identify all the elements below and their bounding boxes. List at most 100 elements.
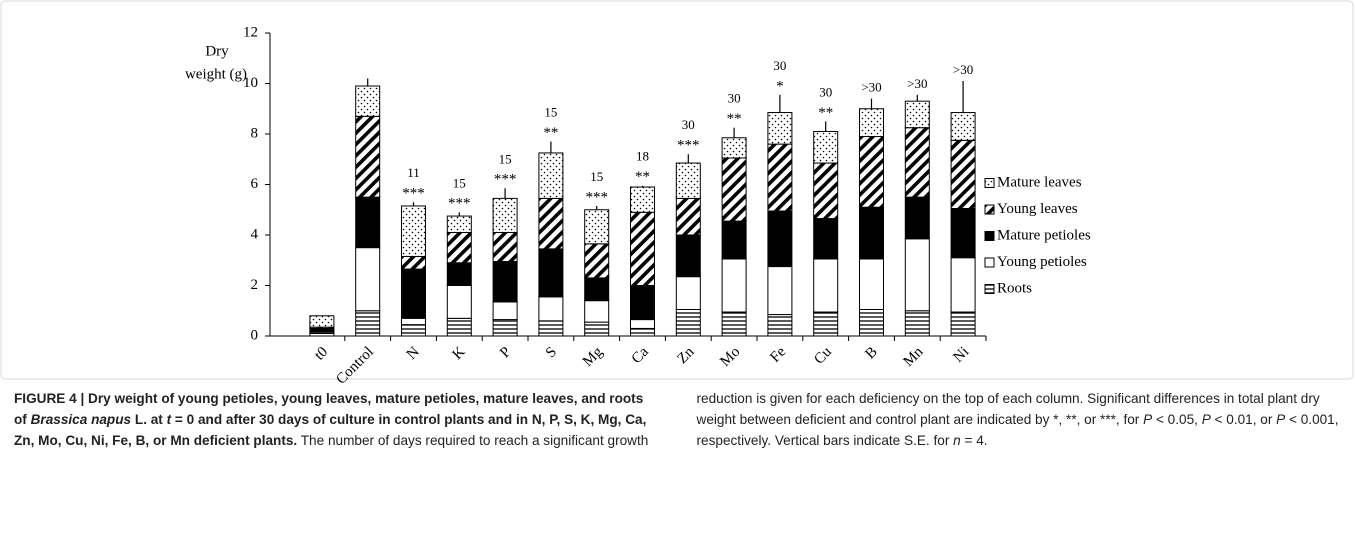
x-tick-label: Mo [717, 344, 743, 370]
bar-segment [813, 130, 839, 164]
days-label: >30 [953, 62, 973, 77]
bar-segment [721, 258, 747, 313]
bar-segment [538, 197, 564, 250]
caption-text: P [1276, 412, 1286, 427]
bar-segment [813, 311, 839, 337]
bar-segment [950, 257, 976, 313]
significance-label: ** [818, 105, 833, 121]
legend-label: Young leaves [997, 201, 1078, 217]
x-tick-label: t0 [312, 344, 332, 364]
significance-label: *** [677, 138, 700, 154]
bar-segment [675, 162, 701, 199]
caption-text: t [166, 412, 172, 427]
caption-text: P [1201, 412, 1211, 427]
bar-segment [675, 276, 701, 310]
x-tick-label: Mg [580, 344, 606, 370]
caption-text: < 0.05, [1152, 412, 1202, 427]
bar-segment [904, 127, 930, 198]
caption-text: = 4. [960, 433, 988, 448]
bar-segment [904, 196, 930, 240]
bar-segment [859, 108, 884, 138]
bar-segment [584, 209, 610, 245]
y-tick-label: 2 [251, 277, 259, 293]
bar-segment [309, 327, 335, 333]
days-label: 30 [682, 117, 695, 132]
caption-text: The number of days required to reach a s… [297, 391, 1320, 448]
significance-label: ** [727, 111, 742, 127]
bar-segment [675, 234, 701, 278]
bar-segment [492, 197, 518, 233]
bar-segment [813, 258, 839, 313]
caption-text: P [1143, 412, 1153, 427]
caption-text: FIGURE 4 | Dry weight of young petioles,… [14, 391, 644, 427]
caption-text: L. at [131, 412, 167, 427]
bar-segment [355, 196, 381, 249]
bar-segment [767, 112, 793, 145]
significance-label: *** [448, 196, 471, 212]
bar-segment [813, 218, 839, 260]
bar-segment [401, 324, 426, 337]
bar-segment [538, 152, 564, 199]
bar-segment [630, 327, 655, 337]
y-tick-label: 8 [251, 125, 259, 141]
bar-segment [401, 255, 426, 270]
bar-segment [446, 285, 472, 319]
days-label: >30 [861, 80, 881, 95]
x-tick-label: B [862, 344, 880, 362]
bar-segment [721, 157, 747, 222]
bar-segment [950, 207, 976, 259]
x-tick-label: K [450, 344, 469, 363]
bar-segment [446, 262, 472, 286]
bar-segment [584, 300, 610, 323]
significance-label: *** [585, 189, 608, 205]
y-axis-label: Dry [205, 43, 229, 59]
bar-segment [950, 139, 976, 209]
caption-text: Brassica napus [30, 412, 132, 427]
bar-segment [492, 261, 518, 303]
bar-segment [904, 100, 930, 129]
legend-marker [984, 204, 995, 215]
significance-label: ** [543, 125, 558, 141]
bar-segment [675, 197, 701, 236]
bar-segment [584, 321, 610, 337]
days-label: 11 [407, 165, 420, 180]
caption-text: n [953, 433, 961, 448]
bar-segment [355, 115, 381, 198]
legend-label: Mature petioles [997, 227, 1091, 243]
bar-segment [492, 231, 518, 263]
bar-segment [538, 248, 564, 298]
x-tick-label: Ca [629, 344, 652, 367]
bar-segment [859, 136, 884, 208]
y-tick-label: 6 [251, 176, 259, 192]
frame [0, 0, 1354, 380]
y-tick-label: 10 [243, 75, 258, 91]
legend-label: Roots [997, 280, 1032, 296]
days-label: 15 [499, 151, 512, 166]
caption-text: < 0.001, respectively. Vertical bars ind… [696, 412, 1339, 448]
bar-segment [675, 308, 701, 337]
bar-segment [721, 137, 747, 159]
x-tick-label: Ni [950, 344, 972, 366]
days-label: 15 [544, 105, 557, 120]
x-tick-label: Mn [901, 344, 927, 370]
x-tick-label: P [497, 344, 514, 361]
caption-text: < 0.01, or [1210, 412, 1277, 427]
x-tick-label: Cu [811, 344, 835, 368]
days-label: 15 [590, 169, 603, 184]
bar-segment [630, 186, 655, 213]
bar-segment [401, 317, 426, 326]
bar-segment [859, 258, 884, 310]
legend-label: Mature leaves [997, 174, 1082, 190]
bar-segment [767, 266, 793, 316]
bar-segment [538, 296, 564, 322]
bar-segment [446, 317, 472, 337]
bar-segment [355, 247, 381, 312]
bar-segment [904, 238, 930, 312]
bar-segment [630, 319, 655, 329]
legend-label: Young petioles [997, 254, 1087, 270]
days-label: 15 [453, 175, 466, 190]
bar-segment [859, 206, 884, 260]
bar-segment [813, 162, 839, 220]
